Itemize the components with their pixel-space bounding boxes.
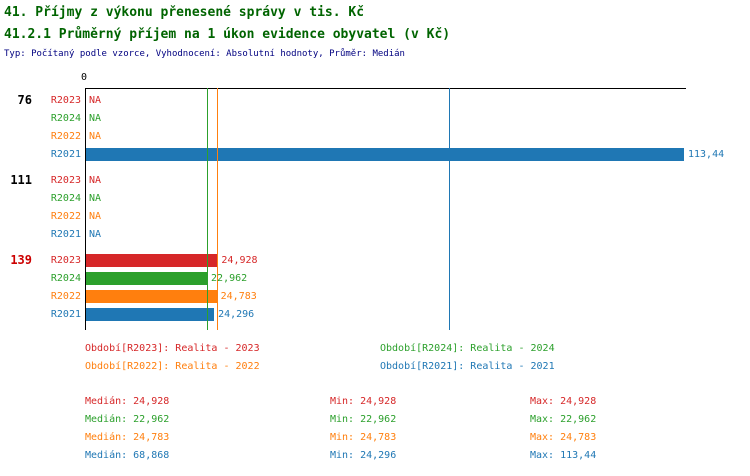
series-label-R2022: R2022	[50, 131, 81, 142]
bar-value-label-R2021: 113,44	[688, 149, 725, 160]
na-label-R2024: NA	[89, 193, 102, 204]
series-label-R2021: R2021	[50, 149, 81, 160]
y-axis-line	[85, 88, 86, 330]
max-cell-R2022: Max: 24,783	[530, 432, 597, 443]
series-label-R2023: R2023	[50, 175, 81, 186]
chart-meta-info: Typ: Počítaný podle vzorce, Vyhodnocení:…	[4, 49, 405, 59]
group-label: 139	[10, 253, 32, 267]
na-label-R2021: NA	[89, 229, 102, 240]
series-label-R2024: R2024	[50, 113, 81, 124]
chart-subtitle: 41.2.1 Průměrný příjem na 1 úkon evidenc…	[4, 27, 451, 42]
min-cell-R2023: Min: 24,928	[330, 396, 397, 407]
median-line-R2023	[217, 88, 219, 330]
max-cell-R2021: Max: 113,44	[530, 450, 597, 461]
legend-item-R2021: Období[R2021]: Realita - 2021	[380, 361, 555, 372]
median-cell-R2022: Medián: 24,783	[85, 432, 170, 443]
bar-R2021	[86, 308, 215, 321]
group-label: 111	[10, 173, 32, 187]
na-label-R2023: NA	[89, 95, 102, 106]
bar-value-label-R2023: 24,928	[221, 255, 258, 266]
series-label-R2024: R2024	[50, 273, 81, 284]
bar-value-label-R2021: 24,296	[218, 309, 255, 320]
median-cell-R2023: Medián: 24,928	[85, 396, 170, 407]
legend-item-R2024: Období[R2024]: Realita - 2024	[380, 343, 555, 354]
series-label-R2021: R2021	[50, 229, 81, 240]
na-label-R2022: NA	[89, 211, 102, 222]
na-label-R2024: NA	[89, 113, 102, 124]
max-cell-R2024: Max: 22,962	[530, 414, 597, 425]
median-cell-R2024: Medián: 22,962	[85, 414, 170, 425]
legend-item-R2023: Období[R2023]: Realita - 2023	[85, 343, 260, 354]
median-line-R2021	[449, 88, 451, 330]
series-label-R2021: R2021	[50, 309, 81, 320]
na-label-R2023: NA	[89, 175, 102, 186]
min-cell-R2022: Min: 24,783	[330, 432, 397, 443]
series-label-R2024: R2024	[50, 193, 81, 204]
series-label-R2022: R2022	[50, 291, 81, 302]
group-label: 76	[17, 93, 32, 107]
series-label-R2023: R2023	[50, 255, 81, 266]
median-line-R2024	[207, 88, 209, 330]
chart-title: 41. Příjmy z výkonu přenesené správy v t…	[4, 5, 365, 20]
series-label-R2022: R2022	[50, 211, 81, 222]
median-cell-R2021: Medián: 68,868	[85, 450, 170, 461]
max-cell-R2023: Max: 24,928	[530, 396, 597, 407]
bar-R2022	[86, 290, 217, 303]
median-line-R2022	[216, 88, 218, 330]
min-cell-R2021: Min: 24,296	[330, 450, 397, 461]
bar-R2023	[86, 254, 218, 267]
x-axis-zero-label: 0	[81, 72, 88, 83]
legend-item-R2022: Období[R2022]: Realita - 2022	[85, 361, 260, 372]
bar-value-label-R2022: 24,783	[220, 291, 257, 302]
bar-R2021	[86, 148, 684, 161]
min-cell-R2024: Min: 22,962	[330, 414, 397, 425]
series-label-R2023: R2023	[50, 95, 81, 106]
bar-value-label-R2024: 22,962	[211, 273, 248, 284]
bar-R2024	[86, 272, 208, 285]
na-label-R2022: NA	[89, 131, 102, 142]
x-axis-line	[85, 88, 686, 89]
